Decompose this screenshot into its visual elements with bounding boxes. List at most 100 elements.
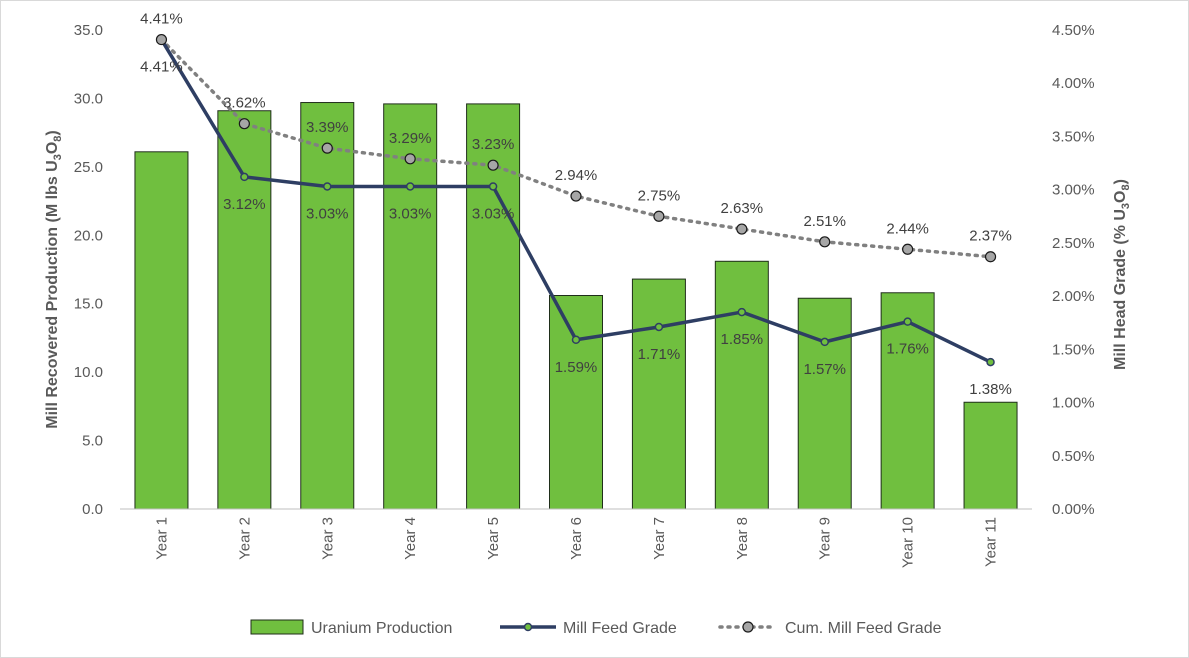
mill-feed-grade-marker bbox=[820, 337, 829, 347]
mill-grade-data-label: 1.71% bbox=[638, 346, 681, 363]
mill-feed-grade-marker bbox=[903, 317, 912, 326]
right-tick-label: 1.50% bbox=[1052, 341, 1095, 358]
cum-mill-feed-grade-marker bbox=[653, 210, 665, 222]
left-tick-label: 30.0 bbox=[74, 90, 103, 107]
category-label: Year 10 bbox=[900, 517, 917, 568]
left-tick-label: 15.0 bbox=[74, 296, 103, 313]
cum-mill-feed-grade-marker bbox=[570, 190, 582, 202]
category-label: Year 5 bbox=[485, 517, 502, 560]
data-labels: 4.41% 3.62% 3.39% 3.29% 3.23% 2.94% 2.75% 2.63%… bbox=[140, 11, 1012, 399]
cum-mill-feed-grade-marker bbox=[984, 251, 997, 263]
mill-grade-data-label: 1.59% bbox=[555, 359, 598, 376]
category-label: Year 1 bbox=[153, 517, 170, 560]
cum-mill-feed-grade-marker bbox=[321, 142, 333, 154]
left-axis-title-part: O bbox=[44, 142, 61, 154]
right-tick-label: 2.00% bbox=[1052, 288, 1095, 305]
right-axis-title-part: Mill Head Grade (% U bbox=[1112, 209, 1129, 370]
cum-mill-feed-grade-line bbox=[159, 37, 993, 259]
cum-mill-feed-grade-marker bbox=[155, 33, 168, 46]
left-tick-label: 10.0 bbox=[74, 364, 103, 381]
cum-mill-feed-grade-marker bbox=[902, 243, 914, 255]
cum-mill-feed-grade-marker bbox=[487, 159, 499, 171]
cum-grade-data-label: 2.94% bbox=[555, 167, 598, 184]
right-axis: 0.00% 0.50% 1.00% 1.50% 2.00% 2.50% 3.00% 3.50%… bbox=[1052, 22, 1132, 518]
bar bbox=[797, 297, 852, 510]
right-tick-label: 0.00% bbox=[1052, 501, 1095, 518]
left-tick-label: 35.0 bbox=[74, 22, 103, 39]
left-axis-title-part: 8 bbox=[52, 136, 64, 142]
right-tick-label: 2.50% bbox=[1052, 235, 1095, 252]
mill-feed-grade-marker bbox=[323, 182, 332, 191]
right-tick-label: 3.50% bbox=[1052, 128, 1095, 145]
mill-feed-grade-marker bbox=[571, 335, 581, 345]
left-tick-label: 0.0 bbox=[82, 501, 103, 518]
mill-grade-data-label: 3.03% bbox=[389, 205, 432, 222]
bar bbox=[134, 151, 189, 510]
legend-label-uranium-production: Uranium Production bbox=[311, 620, 452, 637]
left-tick-label: 5.0 bbox=[82, 433, 103, 450]
bar bbox=[300, 102, 355, 510]
bar-series bbox=[134, 102, 1018, 510]
cum-grade-data-label: 2.51% bbox=[803, 213, 846, 230]
left-axis-title-part: 3 bbox=[52, 154, 64, 160]
left-axis: 0.0 5.0 10.0 15.0 20.0 25.0 30.0 35.0 Mill Recov… bbox=[44, 22, 103, 518]
cum-grade-data-label: 2.63% bbox=[721, 200, 764, 217]
right-axis-title-part: ) bbox=[1112, 179, 1129, 184]
cum-grade-data-label: 3.29% bbox=[389, 130, 432, 147]
bar bbox=[217, 110, 272, 510]
right-tick-label: 1.00% bbox=[1052, 395, 1095, 412]
right-tick-label: 4.50% bbox=[1052, 22, 1095, 39]
cum-grade-data-label: 4.41% bbox=[140, 11, 183, 28]
bar bbox=[383, 103, 438, 510]
cum-mill-feed-grade-marker bbox=[819, 236, 831, 248]
left-axis-title-part: ) bbox=[44, 130, 61, 135]
left-tick-label: 20.0 bbox=[74, 227, 103, 244]
cum-mill-feed-grade-marker bbox=[404, 153, 416, 165]
right-tick-label: 4.00% bbox=[1052, 75, 1095, 92]
category-label: Year 4 bbox=[402, 517, 419, 560]
bar bbox=[963, 401, 1018, 510]
right-axis-title-part: 8 bbox=[1120, 184, 1132, 190]
mill-grade-data-label: 3.12% bbox=[223, 196, 266, 213]
bar bbox=[466, 103, 521, 510]
category-label: Year 3 bbox=[319, 517, 336, 560]
legend-swatch-uranium-production bbox=[250, 619, 304, 635]
bar bbox=[549, 295, 603, 510]
legend-label-mill-feed-grade: Mill Feed Grade bbox=[563, 620, 677, 637]
mill-grade-data-label: 1.38% bbox=[969, 381, 1012, 398]
mill-feed-grade-marker bbox=[737, 307, 747, 317]
left-axis-title: Mill Recovered Production (M lbs U3O8) bbox=[44, 130, 64, 429]
mill-grade-data-label: 3.03% bbox=[472, 205, 515, 222]
left-tick-label: 25.0 bbox=[74, 159, 103, 176]
x-axis: Year 1 Year 2 Year 3 Year 4 Year 5 Year 6 Year… bbox=[120, 508, 1032, 568]
mill-feed-grade-marker bbox=[240, 172, 249, 182]
category-label: Year 2 bbox=[236, 517, 253, 560]
cum-mill-feed-grade-marker bbox=[238, 118, 250, 130]
category-label: Year 6 bbox=[568, 517, 585, 560]
mill-feed-grade-marker bbox=[654, 322, 664, 332]
left-axis-title-part: Mill Recovered Production (M lbs U bbox=[44, 160, 61, 428]
mill-grade-data-label: 1.85% bbox=[721, 331, 764, 348]
right-axis-title-part: O bbox=[1112, 190, 1129, 202]
cum-grade-data-label: 2.44% bbox=[886, 220, 929, 237]
cum-grade-data-label: 2.75% bbox=[638, 187, 681, 204]
cum-grade-data-label: 2.37% bbox=[969, 228, 1012, 245]
legend-marker-cum-mill-feed-grade bbox=[742, 621, 754, 633]
category-label: Year 11 bbox=[983, 517, 1000, 567]
right-tick-label: 0.50% bbox=[1052, 448, 1095, 465]
cum-grade-data-label: 3.62% bbox=[223, 95, 266, 112]
cum-mill-feed-grade-marker bbox=[736, 223, 748, 235]
mill-feed-grade-marker bbox=[405, 182, 415, 191]
bar bbox=[631, 278, 686, 510]
right-tick-label: 3.00% bbox=[1052, 182, 1095, 199]
mill-grade-data-label: 3.03% bbox=[306, 205, 349, 222]
legend-label-cum-mill-feed-grade: Cum. Mill Feed Grade bbox=[785, 620, 942, 637]
line-series bbox=[155, 33, 997, 367]
mill-feed-grade-marker bbox=[986, 357, 995, 367]
category-label: Year 7 bbox=[651, 517, 668, 560]
right-axis-title-part: 3 bbox=[1120, 203, 1132, 209]
mill-feed-grade-marker bbox=[488, 182, 498, 191]
mill-grade-data-label: 1.57% bbox=[803, 361, 846, 378]
legend-marker-mill-feed-grade bbox=[523, 622, 533, 632]
